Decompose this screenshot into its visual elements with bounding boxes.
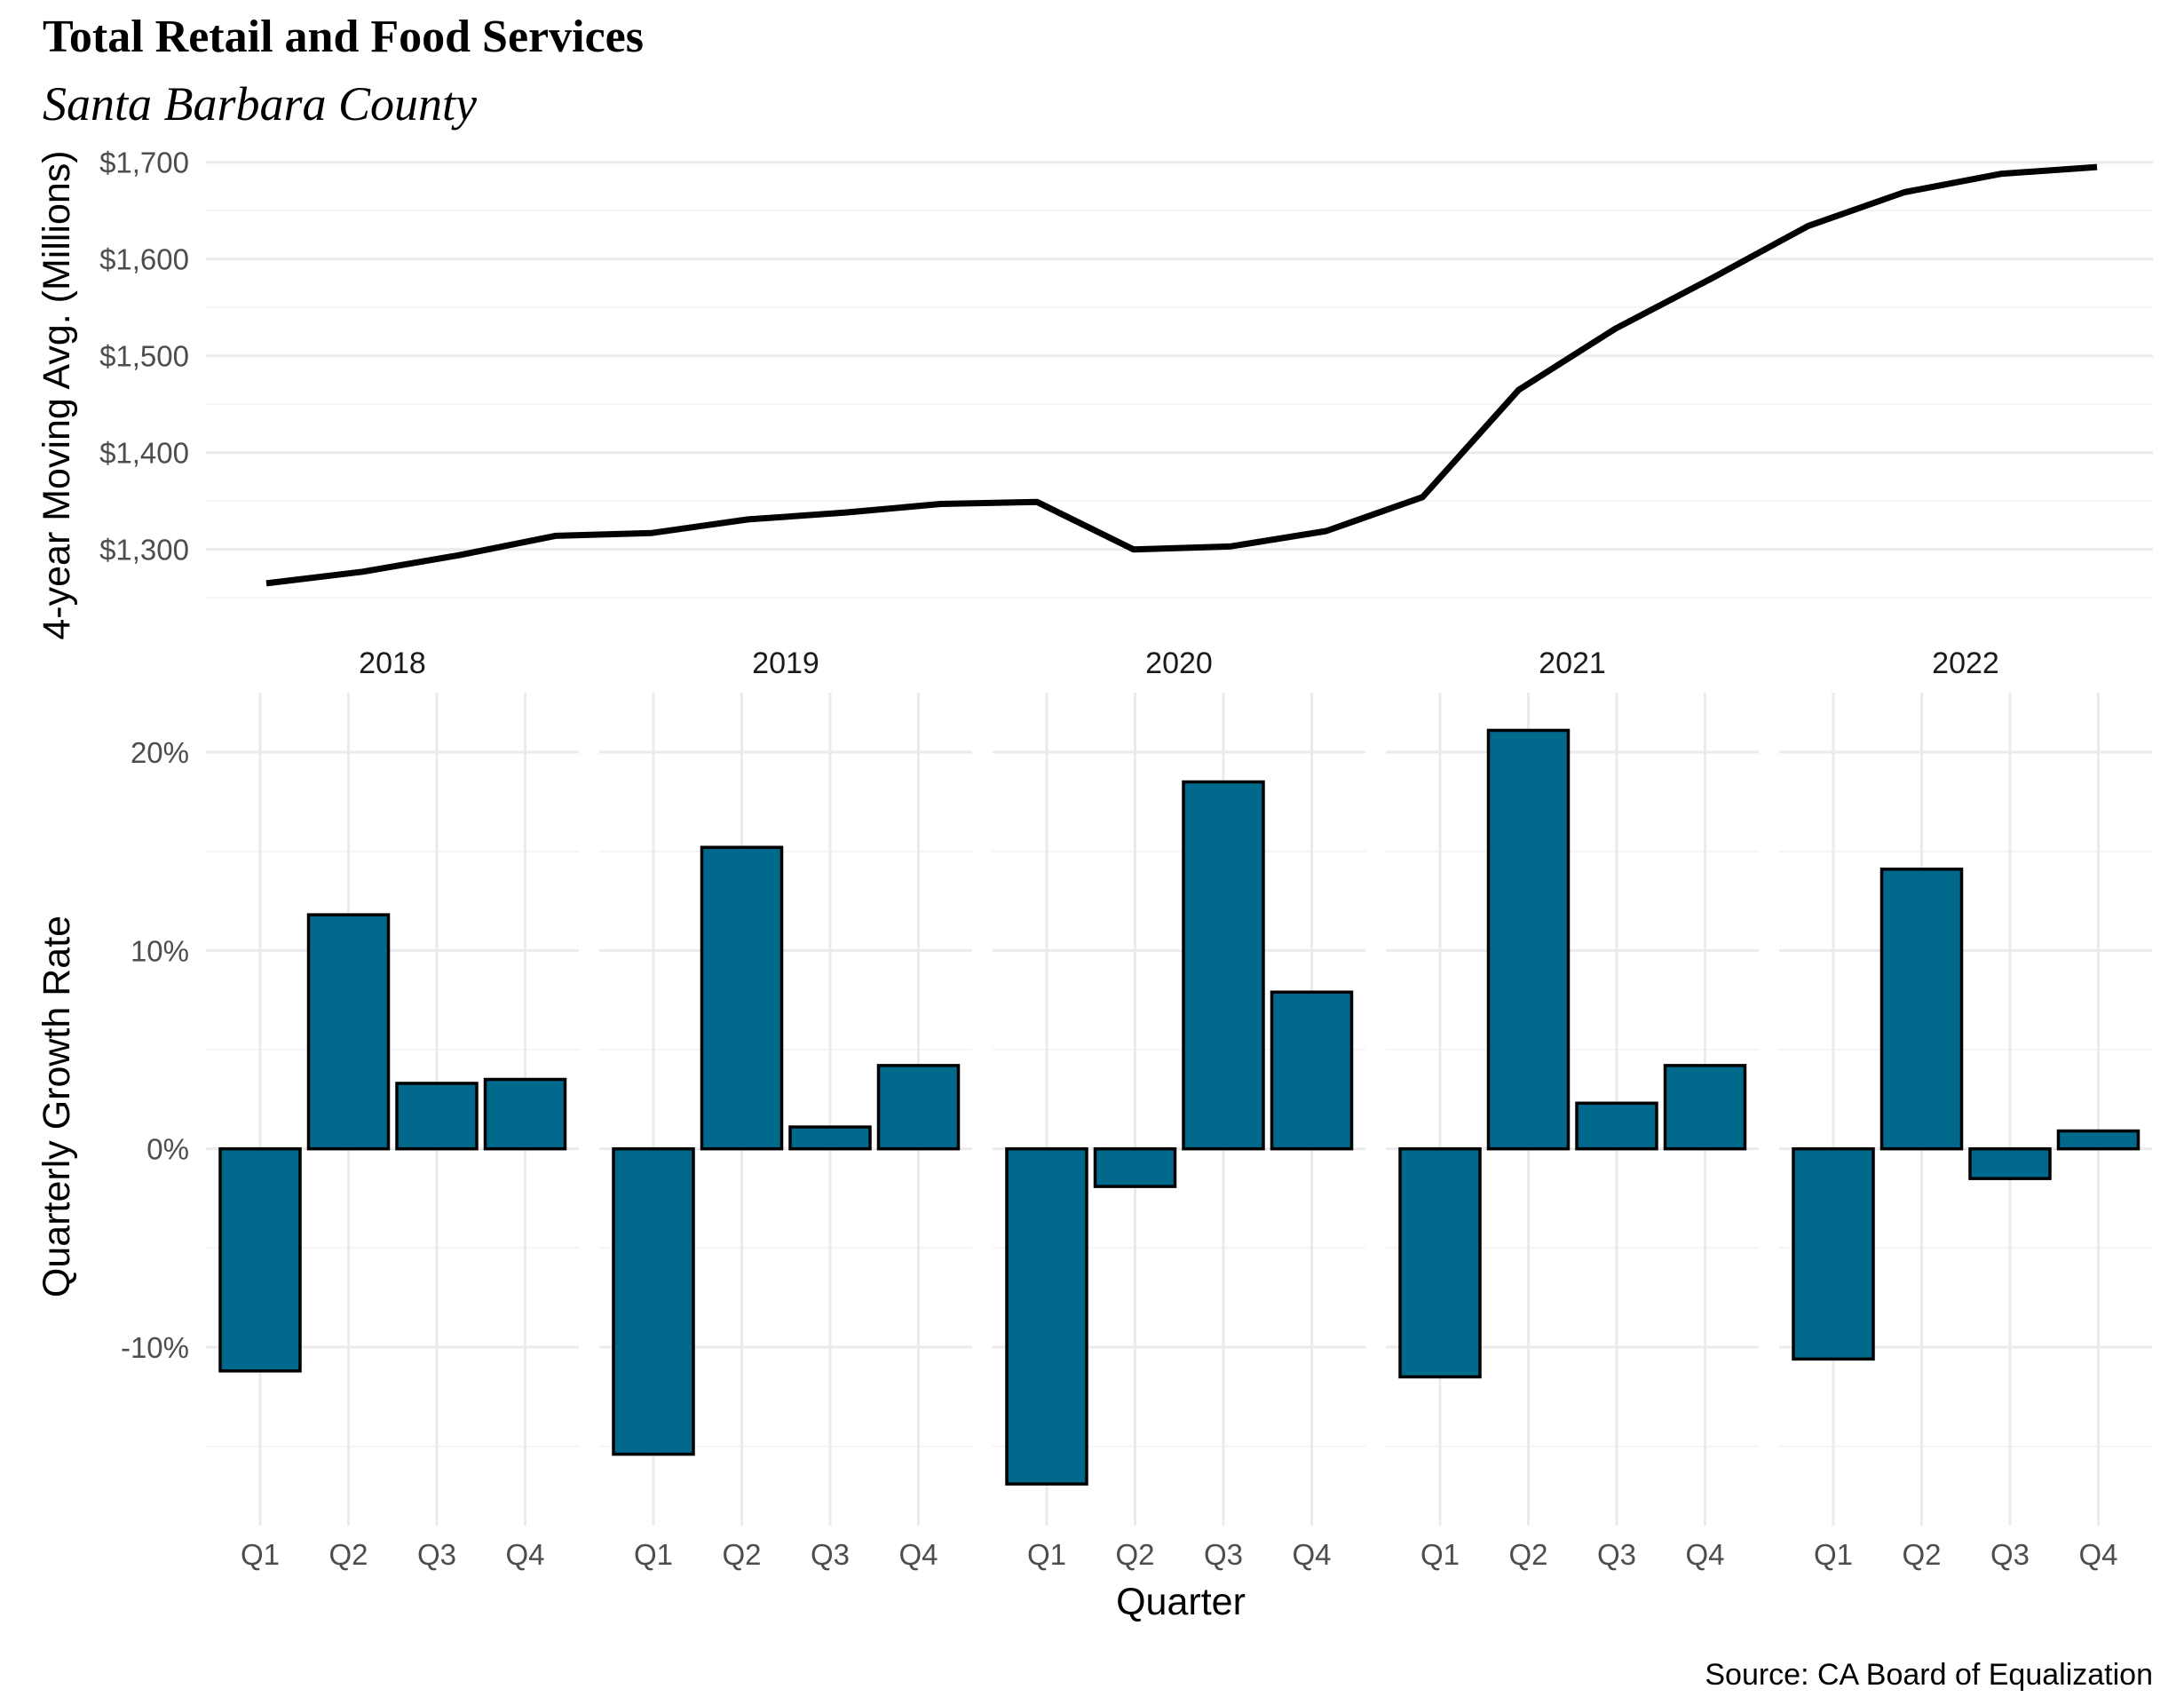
growth-bar (2056, 1129, 2140, 1151)
quarter-tick-labels: Q1 Q2 Q3 Q4 Q1 Q2 Q3 Q4 Q1 Q2 Q3 Q4 Q1 Q2 Q3 Q4 Q1 Q2 Q3 Q4 (241, 1538, 2118, 1571)
quarter-tick-label: Q4 (2078, 1538, 2117, 1571)
growth-bars (218, 728, 2140, 1486)
growth-bar (876, 1064, 961, 1151)
growth-bar (788, 1125, 872, 1151)
chart-title: Total Retail and Food Services (43, 12, 644, 62)
quarter-tick-label: Q3 (811, 1538, 850, 1571)
quarter-tick-label: Q4 (1685, 1538, 1724, 1571)
chart-subtitle: Santa Barbara County (43, 77, 477, 131)
x-axis-title: Quarter (1116, 1581, 1246, 1623)
growth-bar (395, 1082, 479, 1151)
quarter-tick-label: Q1 (1814, 1538, 1853, 1571)
top-y-tick-label: $1,700 (99, 147, 189, 179)
facet-strip-label: 2022 (1932, 646, 1999, 680)
bottom-y-tick-label: 10% (131, 934, 189, 967)
quarter-tick-label: Q2 (1115, 1538, 1154, 1571)
top-y-tick-label: $1,300 (99, 534, 189, 567)
bottom-y-tick-label: 0% (146, 1133, 189, 1166)
top-y-tick-label: $1,400 (99, 437, 189, 470)
growth-bar (306, 913, 391, 1151)
top-gridlines (206, 161, 2153, 599)
growth-bar (1486, 728, 1571, 1151)
growth-bar (1879, 868, 1964, 1151)
quarter-tick-label: Q1 (1027, 1538, 1066, 1571)
quarter-tick-label: Q3 (1204, 1538, 1243, 1571)
quarter-tick-label: Q4 (898, 1538, 938, 1571)
growth-bar (1005, 1146, 1088, 1486)
growth-rate-panel: -10% 0% 10% 20% 2018 2019 2020 2021 2022 Q1 Q2 Q3… (36, 646, 2152, 1623)
facet-strip-label: 2019 (752, 646, 819, 680)
quarter-tick-label: Q2 (1902, 1538, 1941, 1571)
quarter-tick-label: Q3 (1597, 1538, 1636, 1571)
moving-average-panel: $1,300 $1,400 $1,500 $1,600 $1,700 4-year Mo… (36, 147, 2153, 640)
quarter-tick-label: Q2 (1508, 1538, 1547, 1571)
growth-bar (1093, 1146, 1177, 1188)
quarter-tick-label: Q2 (722, 1538, 761, 1571)
bottom-y-tick-label: -10% (121, 1331, 189, 1364)
growth-bar (700, 845, 784, 1151)
source-caption: Source: CA Board of Equalization (1705, 1658, 2153, 1692)
growth-bar (1575, 1101, 1658, 1151)
quarter-tick-label: Q4 (1292, 1538, 1331, 1571)
facet-strip-label: 2020 (1145, 646, 1213, 680)
quarter-tick-label: Q1 (634, 1538, 673, 1571)
quarter-tick-label: Q3 (1990, 1538, 2030, 1571)
growth-bar (483, 1077, 567, 1151)
growth-bar (1182, 780, 1265, 1151)
growth-bar (1270, 990, 1354, 1151)
facet-strip-label: 2021 (1539, 646, 1606, 680)
growth-bar (612, 1146, 695, 1456)
growth-bar (1968, 1146, 2052, 1180)
quarter-tick-label: Q1 (1420, 1538, 1460, 1571)
quarter-tick-label: Q4 (505, 1538, 544, 1571)
growth-bar (218, 1146, 302, 1373)
facet-strip-label: 2018 (359, 646, 426, 680)
facet-strip-labels: 2018 2019 2020 2021 2022 (359, 646, 1999, 680)
top-y-tick-label: $1,500 (99, 340, 189, 373)
top-y-tick-labels: $1,300 $1,400 $1,500 $1,600 $1,700 (99, 147, 189, 567)
quarter-tick-label: Q3 (417, 1538, 456, 1571)
top-y-axis-title: 4-year Moving Avg. (Millions) (36, 150, 78, 639)
moving-average-series (265, 163, 2098, 587)
growth-bar (1398, 1146, 1482, 1379)
moving-average-line (265, 163, 2098, 587)
quarter-tick-label: Q1 (241, 1538, 280, 1571)
quarter-tick-label: Q2 (328, 1538, 368, 1571)
bottom-y-axis-title: Quarterly Growth Rate (36, 916, 78, 1297)
growth-bar (1792, 1146, 1875, 1361)
growth-bar (1663, 1064, 1747, 1151)
bottom-y-tick-label: 20% (131, 736, 189, 769)
bottom-y-tick-labels: -10% 0% 10% 20% (121, 736, 189, 1364)
top-y-tick-label: $1,600 (99, 243, 189, 276)
